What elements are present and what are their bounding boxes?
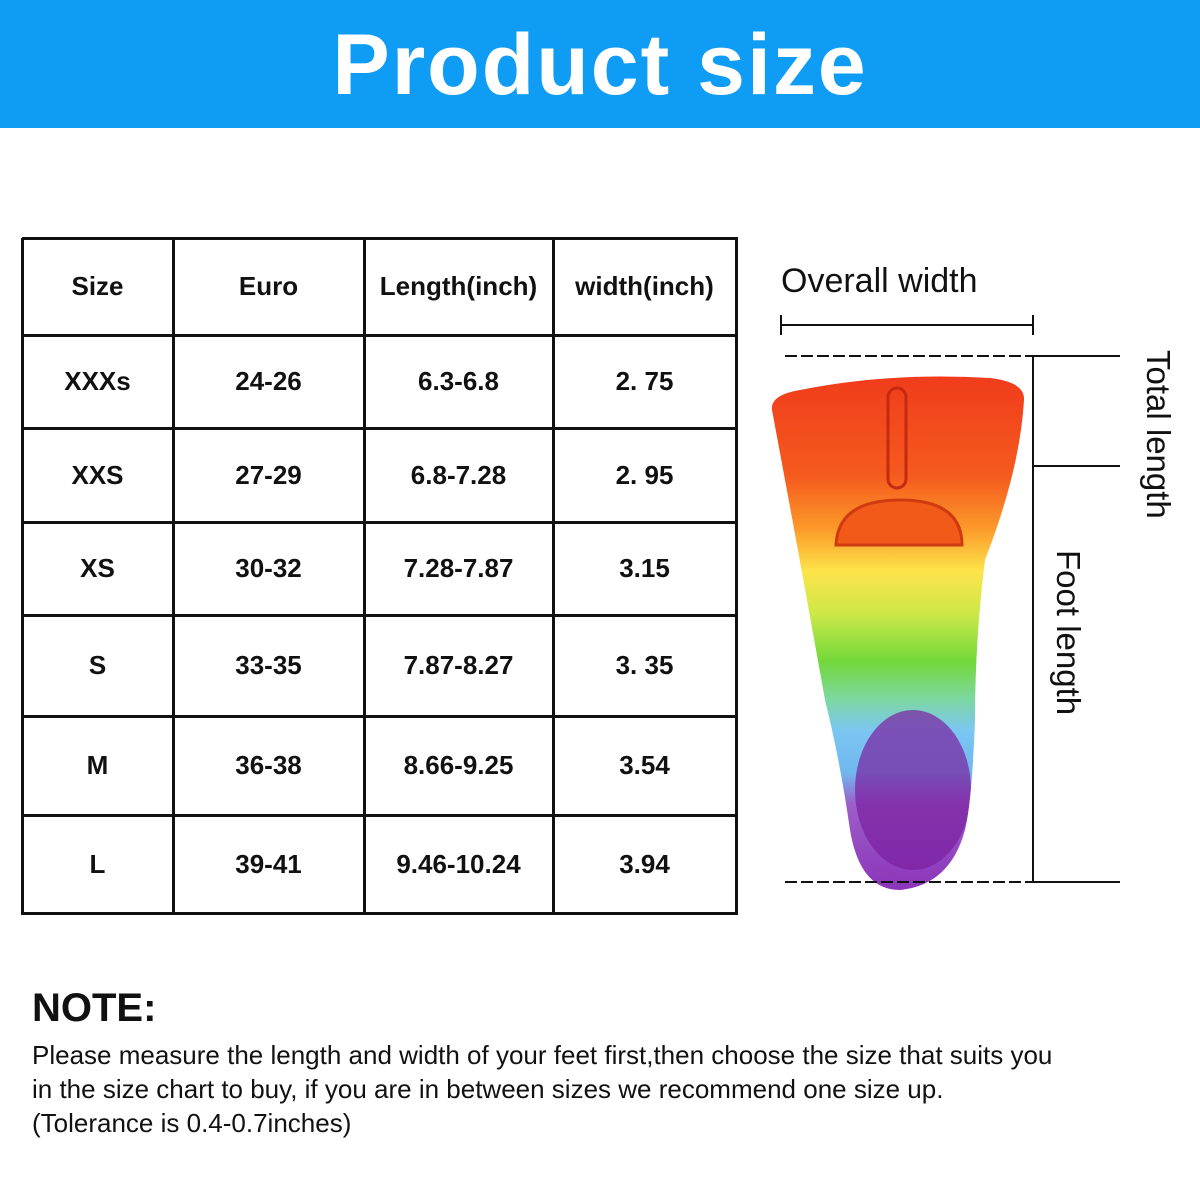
table-border	[22, 427, 738, 430]
fin	[771, 376, 1025, 890]
table-cell: S	[88, 650, 107, 680]
table-cell: 3.54	[619, 750, 670, 780]
table-border	[22, 715, 738, 718]
table-border	[363, 238, 366, 915]
header-cell: Size	[71, 271, 124, 301]
table-border	[22, 614, 738, 617]
table-cell: L	[89, 848, 106, 879]
table-cell: XXXs	[64, 366, 131, 396]
table-border	[22, 334, 738, 337]
header-cell: Euro	[238, 271, 299, 301]
table-cell: 7.87-8.27	[403, 650, 514, 680]
table-border	[22, 814, 738, 817]
table-border	[22, 237, 738, 240]
note-line: in the size chart to buy, if you are in …	[32, 1074, 944, 1104]
table-cell: 3. 35	[615, 650, 674, 680]
table-cell: 8.66-9.25	[403, 750, 514, 780]
header-cell: Length(inch)	[379, 271, 538, 301]
title: Product size	[332, 17, 868, 113]
table-cell: 30-32	[235, 553, 302, 583]
table-cell: 36-38	[235, 750, 302, 780]
table-cell: XXS	[71, 459, 124, 490]
table-cell: 3.94	[619, 848, 670, 879]
header-cell: width(inch)	[575, 271, 714, 301]
table-cell: 3.15	[619, 553, 670, 583]
table-cell: 27-29	[235, 459, 302, 490]
table-cell: M	[86, 750, 109, 780]
note-line: (Tolerance is 0.4-0.7inches)	[32, 1108, 352, 1138]
table-cell: 2. 95	[615, 459, 674, 490]
width-label: Overall width	[781, 262, 978, 300]
table-cell: 24-26	[235, 366, 302, 396]
table-border	[552, 238, 555, 915]
banner	[0, 0, 1200, 128]
foot-length-label: Foot length	[1050, 550, 1087, 716]
table-border	[21, 238, 24, 915]
table-cell: 33-35	[235, 650, 302, 680]
note-line: Please measure the length and width of y…	[32, 1040, 1053, 1070]
table-cell: 7.28-7.87	[403, 553, 514, 583]
table-border	[172, 238, 175, 915]
dimension-lines	[780, 315, 1120, 883]
table-cell: 6.3-6.8	[418, 366, 499, 396]
table-cell: XS	[80, 553, 115, 583]
table-cell: 2. 75	[615, 366, 674, 396]
table-border	[735, 238, 738, 915]
table-cell: 39-41	[235, 848, 302, 879]
total-length-label: Total length	[1140, 350, 1177, 519]
table-border	[22, 521, 738, 524]
table-cell: 9.46-10.24	[396, 848, 521, 879]
table-cell: 6.8-7.28	[410, 459, 507, 490]
table-border	[22, 912, 738, 915]
note-title: NOTE:	[32, 986, 157, 1030]
